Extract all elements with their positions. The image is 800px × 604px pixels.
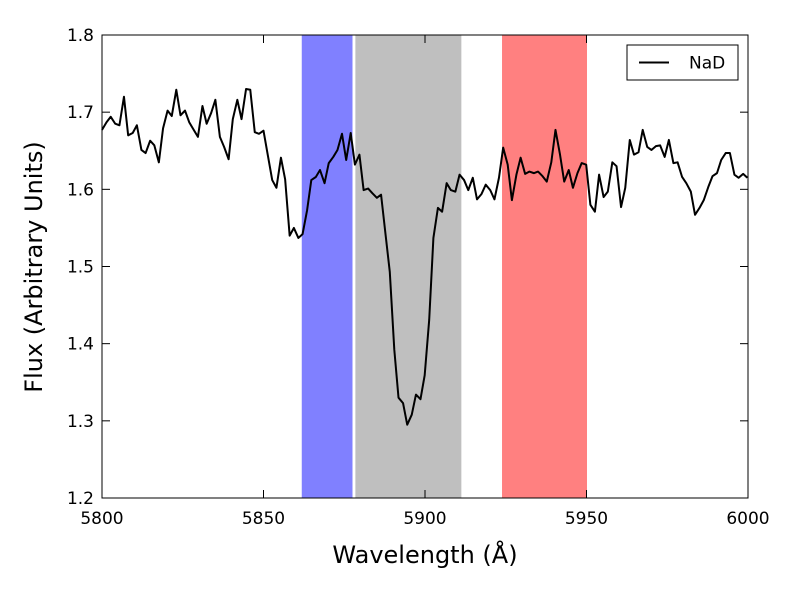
x-tick-label: 5850: [242, 509, 285, 529]
y-tick-label: 1.2: [67, 489, 94, 509]
y-tick-label: 1.7: [67, 103, 94, 123]
x-tick-label: 5950: [565, 509, 608, 529]
x-tick-label: 6000: [726, 509, 769, 529]
y-tick-label: 1.6: [67, 180, 94, 200]
legend: NaD: [626, 44, 739, 81]
x-tick-label: 5900: [403, 509, 446, 529]
shaded-region: [355, 34, 462, 499]
y-tick-label: 1.4: [67, 335, 94, 355]
y-tick-label: 1.8: [67, 26, 94, 46]
data-line: [101, 88, 749, 426]
y-axis-label: Flux (Arbitrary Units): [20, 141, 48, 392]
x-axis-label: Wavelength (Å): [332, 540, 517, 569]
x-tick-label: 5800: [80, 509, 123, 529]
shaded-region: [301, 34, 353, 499]
y-tick-label: 1.3: [67, 412, 94, 432]
shaded-region: [502, 34, 587, 499]
y-tick-label: 1.5: [67, 258, 94, 278]
legend-label: NaD: [689, 54, 725, 74]
